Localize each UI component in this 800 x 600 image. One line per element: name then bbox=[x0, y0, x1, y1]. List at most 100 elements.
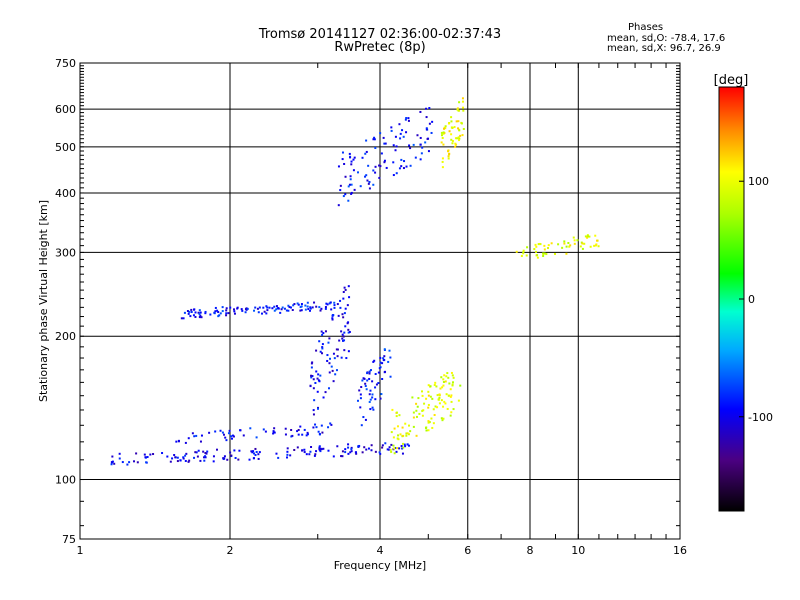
data-point bbox=[408, 424, 411, 427]
data-point bbox=[421, 394, 424, 397]
data-point bbox=[350, 163, 353, 166]
data-point bbox=[350, 448, 353, 451]
data-point bbox=[451, 140, 454, 143]
data-point bbox=[427, 420, 430, 423]
data-point bbox=[522, 252, 525, 255]
data-point bbox=[327, 341, 330, 344]
data-point bbox=[327, 387, 330, 390]
data-point bbox=[221, 306, 224, 309]
data-point bbox=[369, 369, 372, 372]
data-point bbox=[438, 394, 441, 397]
data-point bbox=[251, 451, 254, 454]
data-point bbox=[226, 458, 229, 461]
data-point bbox=[380, 393, 383, 396]
data-point bbox=[319, 350, 322, 353]
data-point bbox=[372, 138, 375, 141]
data-point bbox=[152, 453, 155, 456]
data-point bbox=[262, 306, 265, 309]
data-point bbox=[318, 447, 321, 450]
data-point bbox=[180, 317, 183, 320]
data-point bbox=[285, 309, 288, 312]
data-point bbox=[350, 450, 353, 453]
data-point bbox=[401, 426, 404, 429]
data-point bbox=[315, 349, 318, 352]
data-point bbox=[342, 335, 345, 338]
data-point bbox=[451, 142, 454, 145]
data-point bbox=[383, 371, 386, 374]
data-point bbox=[389, 375, 392, 378]
data-point bbox=[425, 426, 428, 429]
data-point bbox=[367, 164, 370, 167]
data-point bbox=[265, 305, 268, 308]
data-point bbox=[208, 431, 211, 434]
data-point bbox=[428, 421, 431, 424]
data-point bbox=[366, 379, 369, 382]
data-point bbox=[315, 305, 318, 308]
data-point bbox=[372, 408, 375, 411]
data-point bbox=[422, 409, 425, 412]
data-point bbox=[358, 389, 361, 392]
data-point bbox=[366, 179, 369, 182]
data-point bbox=[401, 129, 404, 132]
data-point bbox=[397, 438, 400, 441]
data-point bbox=[224, 436, 227, 439]
data-point bbox=[403, 160, 406, 163]
data-point bbox=[449, 414, 452, 417]
data-point bbox=[240, 308, 243, 311]
data-point bbox=[450, 120, 453, 123]
data-point bbox=[306, 431, 309, 434]
data-point bbox=[275, 308, 278, 311]
data-point bbox=[328, 337, 331, 340]
data-point bbox=[374, 373, 377, 376]
data-point bbox=[218, 314, 221, 317]
data-point bbox=[584, 235, 587, 238]
data-point bbox=[321, 343, 324, 346]
data-point bbox=[301, 433, 304, 436]
data-point bbox=[344, 325, 347, 328]
data-point bbox=[457, 136, 460, 139]
data-point bbox=[309, 306, 312, 309]
data-point bbox=[313, 454, 316, 457]
data-point bbox=[363, 377, 366, 380]
data-point bbox=[436, 394, 439, 397]
data-point bbox=[358, 444, 361, 447]
data-point bbox=[348, 183, 351, 186]
data-point bbox=[596, 239, 599, 242]
data-point bbox=[394, 149, 397, 152]
data-point bbox=[263, 310, 266, 313]
data-point bbox=[293, 448, 296, 451]
data-point bbox=[312, 409, 315, 412]
data-point bbox=[456, 137, 459, 140]
data-point bbox=[400, 165, 403, 168]
data-point bbox=[312, 413, 315, 416]
data-point bbox=[355, 452, 358, 455]
data-point bbox=[343, 331, 346, 334]
data-point bbox=[229, 306, 232, 309]
x-tick-label: 6 bbox=[464, 544, 471, 557]
data-point bbox=[430, 131, 433, 134]
data-point bbox=[202, 450, 205, 453]
data-point bbox=[419, 158, 422, 161]
data-point bbox=[379, 165, 382, 168]
data-point bbox=[303, 448, 306, 451]
data-point bbox=[217, 311, 220, 314]
data-point bbox=[333, 306, 336, 309]
data-point bbox=[229, 451, 232, 454]
data-point bbox=[339, 189, 342, 192]
data-point bbox=[336, 355, 339, 358]
data-point bbox=[456, 108, 459, 111]
colorbar-tick-label: -100 bbox=[748, 411, 773, 424]
data-point bbox=[145, 461, 148, 464]
data-point bbox=[440, 399, 443, 402]
data-point bbox=[110, 461, 113, 464]
data-point bbox=[329, 357, 332, 360]
data-point bbox=[344, 451, 347, 454]
data-point bbox=[146, 456, 149, 459]
data-point bbox=[233, 312, 236, 315]
data-point bbox=[336, 303, 339, 306]
data-point bbox=[221, 431, 224, 434]
data-point bbox=[290, 428, 293, 431]
data-point bbox=[412, 416, 415, 419]
data-point bbox=[425, 397, 428, 400]
data-point bbox=[315, 450, 318, 453]
